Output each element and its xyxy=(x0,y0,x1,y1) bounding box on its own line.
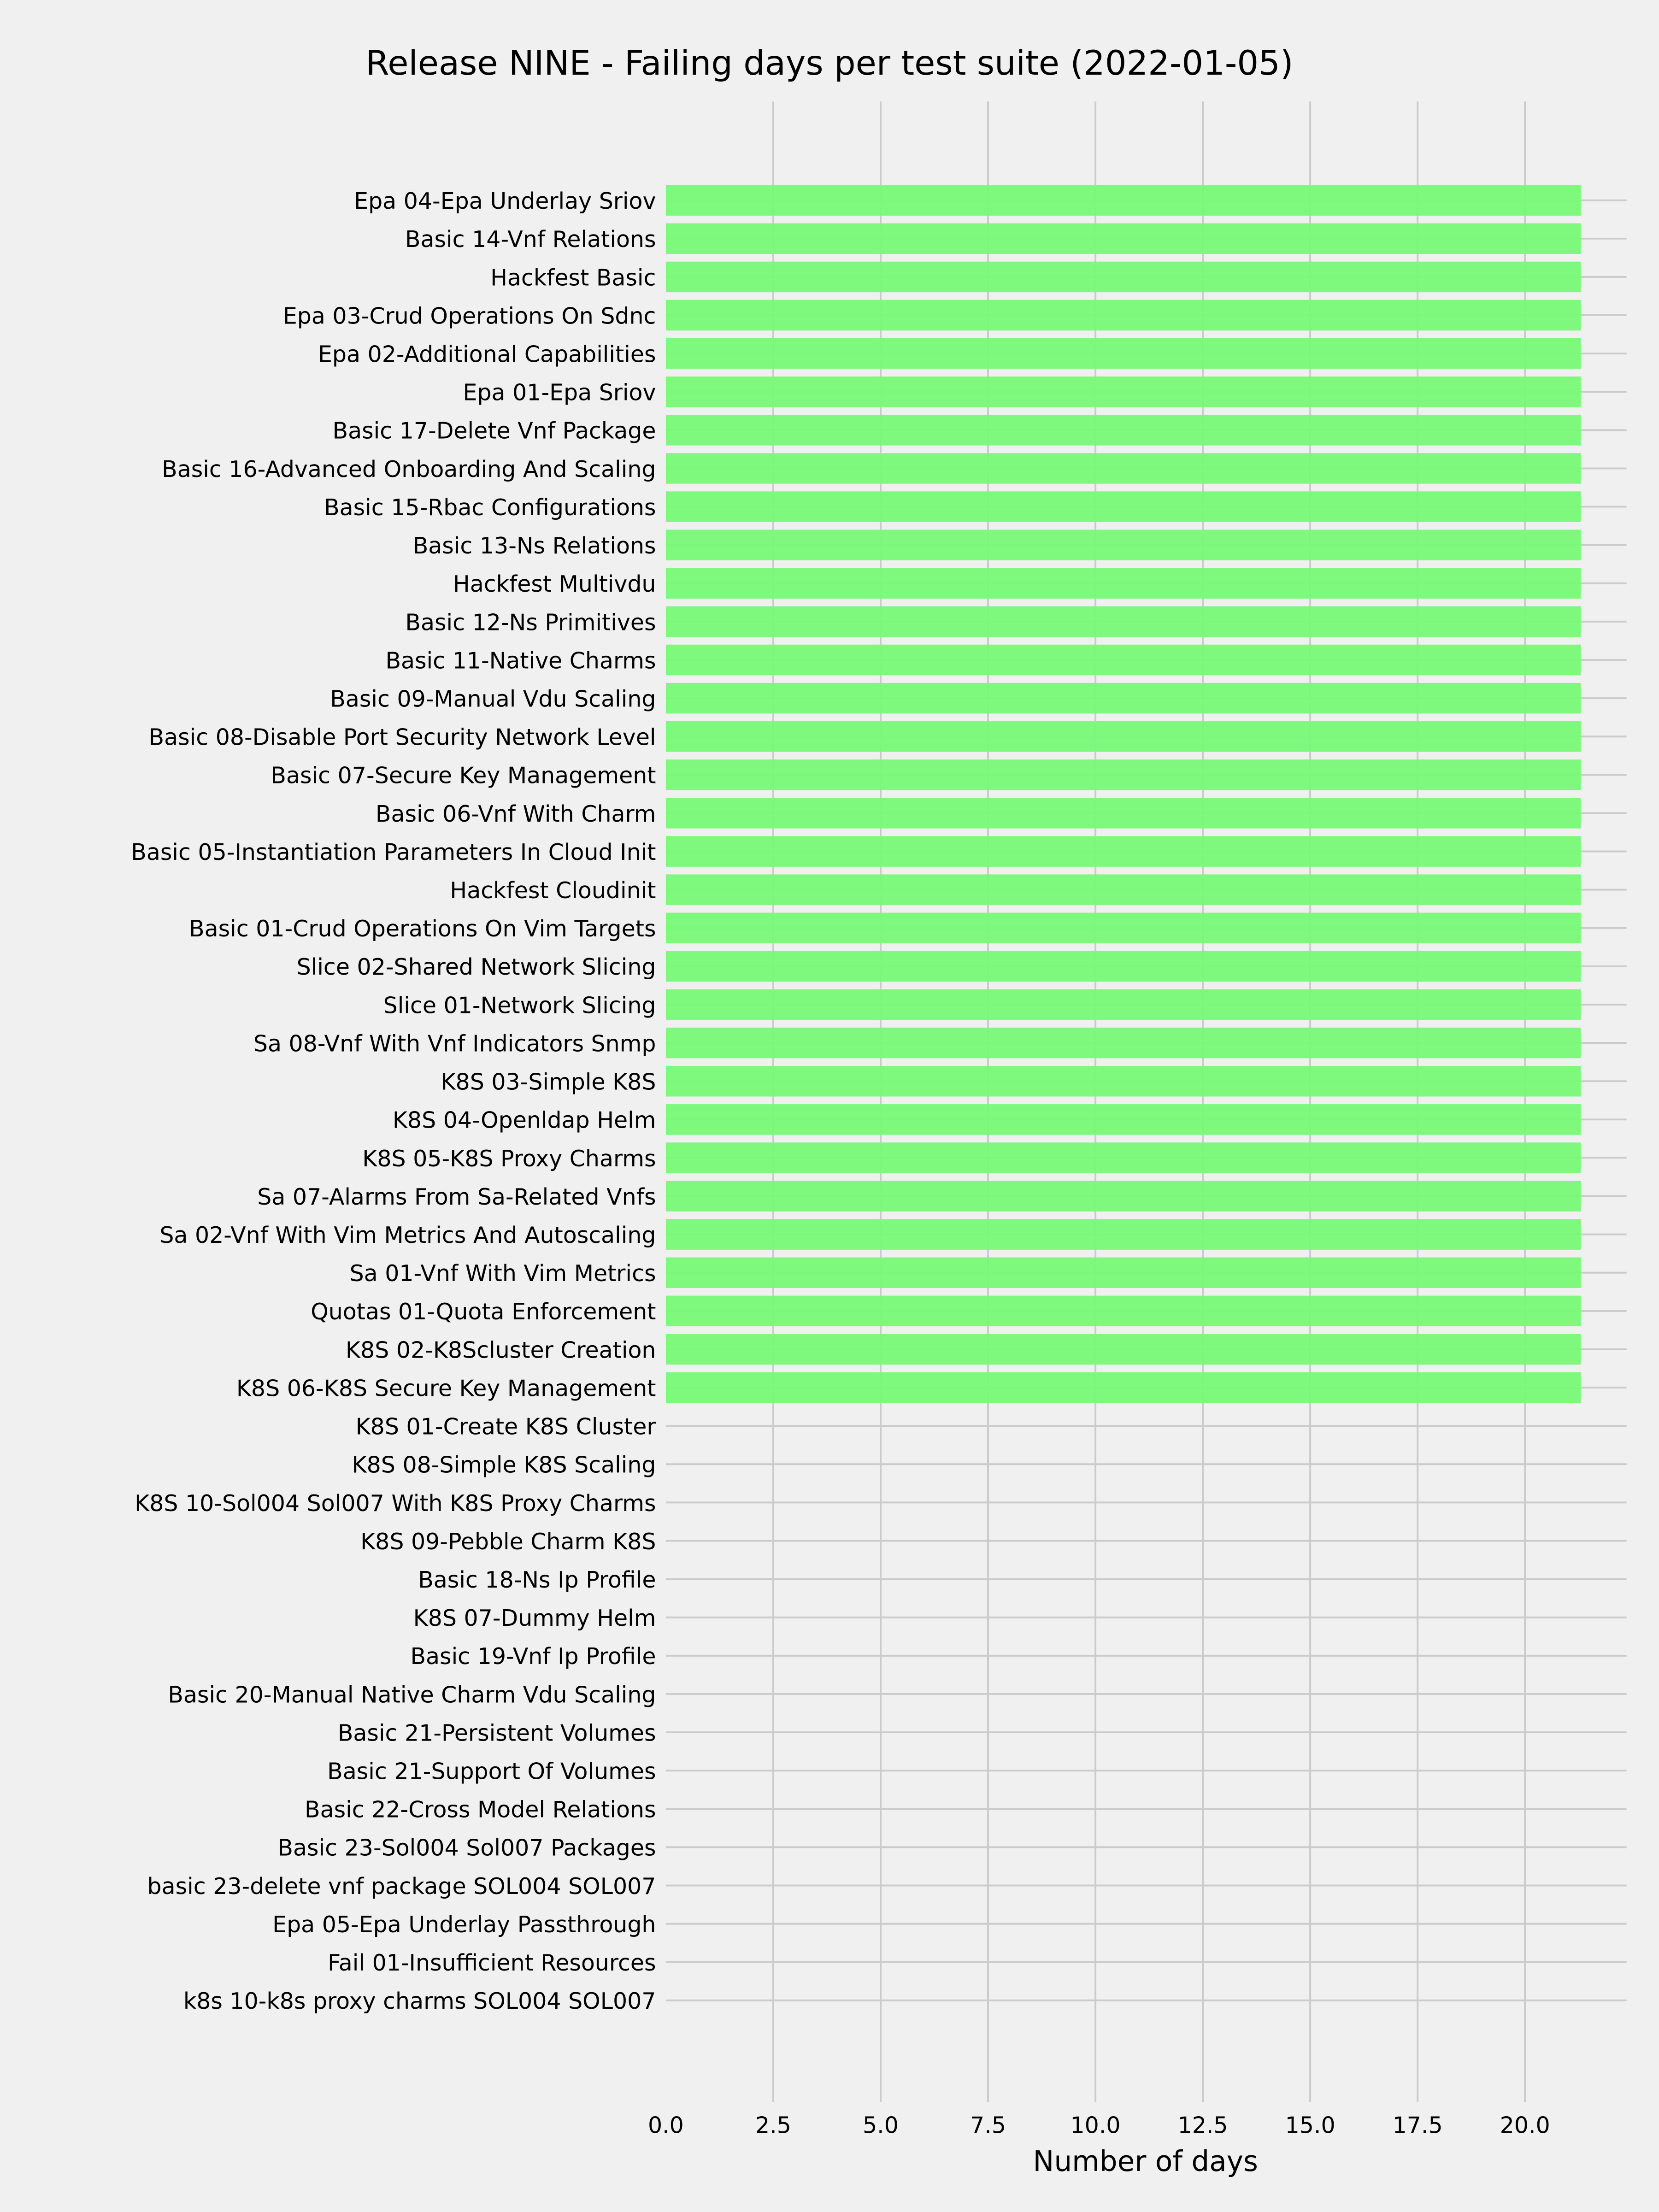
y-tick-label: Basic 19-Vnf Ip Profile xyxy=(410,1643,656,1670)
y-tick-label: k8s 10-k8s proxy charms SOL004 SOL007 xyxy=(183,1988,656,2014)
y-tick-label: Basic 14-Vnf Relations xyxy=(405,226,656,253)
bar xyxy=(665,798,1581,829)
x-tick-label: 2.5 xyxy=(755,2112,791,2139)
y-tick-label: Slice 02-Shared Network Slicing xyxy=(297,954,656,980)
bar xyxy=(665,721,1581,752)
y-tick-label: Sa 08-Vnf With Vnf Indicators Snmp xyxy=(253,1030,656,1057)
bar xyxy=(665,1065,1581,1097)
bar xyxy=(665,415,1581,446)
x-tick-label: 10.0 xyxy=(1071,2112,1121,2139)
y-tick-label: Basic 05-Instantiation Parameters In Clo… xyxy=(131,839,656,865)
y-tick-label: Basic 18-Ns Ip Profile xyxy=(418,1567,656,1593)
y-tick-label: Epa 05-Epa Underlay Passthrough xyxy=(272,1912,656,1938)
y-tick-label: K8S 05-K8S Proxy Charms xyxy=(362,1146,656,1172)
y-tick-label: K8S 09-Pebble Charm K8S xyxy=(360,1529,656,1555)
y-tick-label: Epa 02-Additional Capabilities xyxy=(318,341,656,367)
bar xyxy=(665,529,1581,560)
bar xyxy=(665,912,1581,944)
y-tick-label: Basic 07-Secure Key Management xyxy=(271,763,656,789)
bar xyxy=(665,874,1581,905)
x-tick-label: 20.0 xyxy=(1500,2112,1550,2139)
x-axis-label: Number of days xyxy=(1033,2145,1258,2178)
bar xyxy=(665,376,1581,407)
bar xyxy=(665,606,1581,637)
bar xyxy=(665,261,1581,293)
y-tick-label: Basic 11-Native Charms xyxy=(385,647,656,674)
bar xyxy=(665,1372,1581,1403)
y-tick-label: Epa 04-Epa Underlay Sriov xyxy=(354,188,656,214)
chart-title: Release NINE - Failing days per test sui… xyxy=(365,44,1293,83)
bar xyxy=(665,1295,1581,1327)
y-tick-label: K8S 07-Dummy Helm xyxy=(413,1605,656,1631)
y-tick-label: Basic 09-Manual Vdu Scaling xyxy=(330,686,656,712)
y-tick-label: Sa 07-Alarms From Sa-Related Vnfs xyxy=(257,1184,656,1210)
y-tick-label: Hackfest Cloudinit xyxy=(450,877,656,904)
y-tick-label: Fail 01-Insufficient Resources xyxy=(328,1950,656,1976)
y-tick-label: basic 23-delete vnf package SOL004 SOL00… xyxy=(147,1873,656,1900)
y-tick-label: Basic 12-Ns Primitives xyxy=(405,609,656,635)
y-tick-labels: Epa 04-Epa Underlay Sriov Basic 14-Vnf Re… xyxy=(131,188,656,2014)
bar xyxy=(665,223,1581,254)
bar xyxy=(665,1104,1581,1135)
y-tick-label: Basic 15-Rbac Configurations xyxy=(324,494,656,521)
y-tick-label: Hackfest Basic xyxy=(490,265,656,291)
y-tick-label: Slice 01-Network Slicing xyxy=(383,992,656,1018)
bar xyxy=(665,644,1581,676)
y-tick-label: K8S 03-Simple K8S xyxy=(441,1069,656,1095)
bars xyxy=(665,185,1581,1403)
y-tick-label: Hackfest Multivdu xyxy=(453,571,656,597)
x-tick-label: 15.0 xyxy=(1285,2112,1335,2139)
bar xyxy=(665,1257,1581,1288)
bar xyxy=(665,951,1581,982)
y-tick-label: Basic 21-Support Of Volumes xyxy=(327,1759,656,1785)
y-tick-label: Quotas 01-Quota Enforcement xyxy=(311,1299,656,1325)
bar xyxy=(665,300,1581,331)
y-tick-label: Sa 01-Vnf With Vim Metrics xyxy=(350,1260,656,1287)
y-tick-label: Sa 02-Vnf With Vim Metrics And Autoscali… xyxy=(159,1222,656,1248)
bar xyxy=(665,989,1581,1020)
y-tick-label: K8S 01-Create K8S Cluster xyxy=(356,1414,657,1440)
bar xyxy=(665,759,1581,790)
bar xyxy=(665,682,1581,714)
bar xyxy=(665,1027,1581,1059)
y-tick-label: Basic 16-Advanced Onboarding And Scaling xyxy=(162,456,656,482)
y-tick-label: K8S 06-K8S Secure Key Management xyxy=(236,1375,656,1401)
y-tick-label: Basic 08-Disable Port Security Network L… xyxy=(148,724,656,751)
y-tick-label: K8S 04-Openldap Helm xyxy=(393,1107,656,1134)
x-tick-labels: 0.0 2.5 5.0 7.5 10.0 12.5 15.0 17.5 20.0 xyxy=(648,2112,1550,2139)
bar xyxy=(665,1142,1581,1173)
y-tick-label: Epa 03-Crud Operations On Sdnc xyxy=(283,303,656,329)
bar xyxy=(665,185,1581,216)
y-tick-label: Basic 06-Vnf With Charm xyxy=(376,801,656,827)
y-tick-label: Basic 22-Cross Model Relations xyxy=(305,1797,656,1823)
x-tick-label: 5.0 xyxy=(863,2112,899,2139)
y-tick-label: Epa 01-Epa Sriov xyxy=(463,380,656,406)
y-tick-label: Basic 17-Delete Vnf Package xyxy=(333,418,656,444)
bar xyxy=(665,1334,1581,1365)
bar xyxy=(665,338,1581,369)
y-tick-label: Basic 21-Persistent Volumes xyxy=(338,1720,656,1746)
x-tick-label: 0.0 xyxy=(648,2112,684,2139)
y-tick-label: Basic 20-Manual Native Charm Vdu Scaling xyxy=(168,1682,656,1708)
bar xyxy=(665,836,1581,867)
y-tick-label: Basic 23-Sol004 Sol007 Packages xyxy=(277,1835,656,1861)
bar xyxy=(665,1181,1581,1212)
bar xyxy=(665,568,1581,599)
y-tick-label: Basic 13-Ns Relations xyxy=(413,533,656,559)
x-tick-label: 17.5 xyxy=(1393,2112,1443,2139)
bar xyxy=(665,1219,1581,1250)
y-tick-label: K8S 10-Sol004 Sol007 With K8S Proxy Char… xyxy=(135,1490,656,1517)
bar xyxy=(665,491,1581,522)
y-tick-label: K8S 02-K8Scluster Creation xyxy=(346,1337,656,1363)
x-tick-label: 12.5 xyxy=(1178,2112,1228,2139)
bar xyxy=(665,453,1581,484)
y-tick-label: Basic 01-Crud Operations On Vim Targets xyxy=(189,916,656,942)
x-tick-label: 7.5 xyxy=(970,2112,1006,2139)
y-tick-label: K8S 08-Simple K8S Scaling xyxy=(352,1452,656,1478)
